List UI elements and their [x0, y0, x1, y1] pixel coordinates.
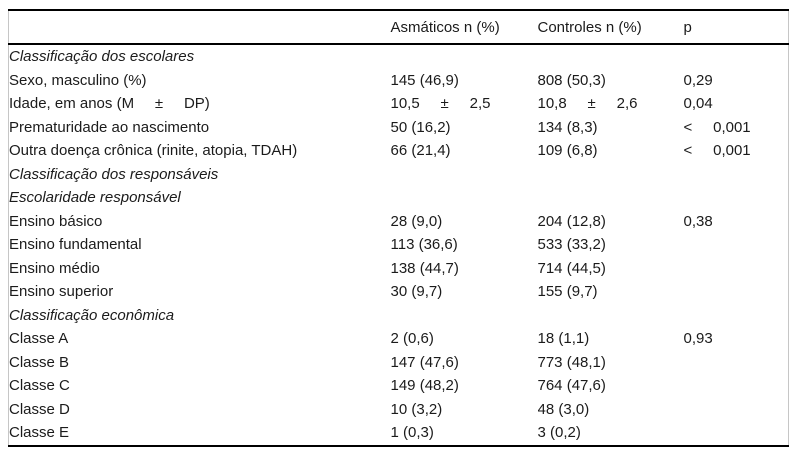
cell-p: 0,29 — [683, 71, 713, 89]
table-row: Sexo, masculino (%) 145 (46,9) 808 (50,3) 0… — [9, 69, 789, 93]
cell-asthmatics: 66 (21,4) — [390, 142, 451, 160]
header-asthmatics: Asmáticos n (%) — [390, 18, 500, 36]
cell-p — [684, 421, 789, 446]
table-row: Ensino médio 138 (44,7) 714 (44,5) — [9, 257, 789, 281]
cell-asthmatics: 10 (3,2) — [390, 400, 443, 418]
cell-p: 0,38 — [683, 212, 713, 230]
cell-p — [684, 351, 789, 375]
section-label: Classificação dos escolares — [9, 48, 195, 66]
cell-controls: 10,8 ± 2,6 — [537, 95, 638, 113]
row-label: Classe D — [9, 400, 70, 418]
cell-controls: 155 (9,7) — [537, 283, 598, 301]
section-label: Escolaridade responsável — [9, 189, 181, 207]
table-section-row: Escolaridade responsável — [9, 186, 789, 210]
cell-asthmatics: 50 (16,2) — [390, 118, 451, 136]
cell-controls: 109 (6,8) — [537, 142, 598, 160]
section-label: Classificação dos responsáveis — [9, 165, 219, 183]
table-row: Outra doença crônica (rinite, atopia, TD… — [9, 139, 789, 163]
cell-asthmatics: 2 (0,6) — [390, 330, 434, 348]
row-label: Ensino médio — [9, 259, 100, 277]
row-label: Outra doença crônica (rinite, atopia, TD… — [9, 142, 298, 160]
row-label: Classe E — [9, 424, 70, 442]
table-row: Ensino superior 30 (9,7) 155 (9,7) — [9, 280, 789, 304]
cell-asthmatics: 145 (46,9) — [390, 71, 459, 89]
row-label: Classe C — [9, 377, 70, 395]
table-row: Ensino básico 28 (9,0) 204 (12,8) 0,38 — [9, 210, 789, 234]
table-row: Classe E 1 (0,3) 3 (0,2) — [9, 421, 789, 446]
cell-p — [684, 374, 789, 398]
cell-p: 0,93 — [683, 330, 713, 348]
cell-controls: 134 (8,3) — [537, 118, 598, 136]
cell-controls: 48 (3,0) — [537, 400, 590, 418]
cell-controls: 714 (44,5) — [537, 259, 606, 277]
section-label: Classificação econômica — [9, 306, 175, 324]
cell-asthmatics: 138 (44,7) — [390, 259, 459, 277]
table-row: Classe A 2 (0,6) 18 (1,1) 0,93 — [9, 327, 789, 351]
comparison-table: Asmáticos n (%) Controles n (%) p Classi… — [8, 9, 789, 447]
cell-asthmatics: 113 (36,6) — [390, 236, 458, 254]
cell-asthmatics: 30 (9,7) — [390, 283, 443, 301]
table-body: Classificação dos escolares Sexo, masculi… — [9, 44, 789, 446]
row-label: Ensino básico — [9, 212, 103, 230]
row-label: Classe A — [9, 330, 69, 348]
row-label: Ensino fundamental — [9, 236, 142, 254]
cell-p: < 0,001 — [683, 142, 751, 160]
table-row: Classe C 149 (48,2) 764 (47,6) — [9, 374, 789, 398]
header-p-value: p — [683, 18, 692, 36]
header-controls: Controles n (%) — [537, 18, 642, 36]
cell-asthmatics: 10,5 ± 2,5 — [390, 95, 491, 113]
cell-p — [684, 280, 789, 304]
row-label: Sexo, masculino (%) — [9, 71, 147, 89]
table-section-row: Classificação dos responsáveis — [9, 163, 789, 187]
row-label: Ensino superior — [9, 283, 114, 301]
row-label: Idade, em anos (M ± DP) — [9, 95, 210, 113]
cell-p — [684, 233, 789, 257]
table-section-row: Classificação dos escolares — [9, 44, 789, 69]
cell-asthmatics: 149 (48,2) — [390, 377, 459, 395]
table-row: Prematuridade ao nascimento 50 (16,2) 134 … — [9, 116, 789, 140]
table-row: Ensino fundamental 113 (36,6) 533 (33,2) — [9, 233, 789, 257]
cell-p: 0,04 — [683, 95, 713, 113]
table-section-row: Classificação econômica — [9, 304, 789, 328]
cell-asthmatics: 1 (0,3) — [390, 424, 434, 442]
cell-p — [684, 398, 789, 422]
header-variable — [9, 10, 391, 44]
table-header-row: Asmáticos n (%) Controles n (%) p — [8, 10, 789, 44]
row-label: Prematuridade ao nascimento — [9, 118, 210, 136]
cell-controls: 808 (50,3) — [537, 71, 606, 89]
cell-controls: 764 (47,6) — [537, 377, 606, 395]
row-label: Classe B — [9, 353, 70, 371]
cell-controls: 18 (1,1) — [537, 330, 590, 348]
table-row: Classe D 10 (3,2) 48 (3,0) — [9, 398, 789, 422]
cell-controls: 533 (33,2) — [537, 236, 606, 254]
cell-asthmatics: 147 (47,6) — [390, 353, 459, 371]
cell-p — [684, 257, 789, 281]
table-row: Idade, em anos (M ± DP) 10,5 ± 2,5 10,8 ± … — [9, 92, 789, 116]
table-row: Classe B 147 (47,6) 773 (48,1) — [9, 351, 789, 375]
cell-asthmatics: 28 (9,0) — [390, 212, 443, 230]
cell-controls: 773 (48,1) — [537, 353, 606, 371]
cell-p: < 0,001 — [683, 118, 751, 136]
cell-controls: 3 (0,2) — [537, 424, 581, 442]
cell-controls: 204 (12,8) — [537, 212, 606, 230]
